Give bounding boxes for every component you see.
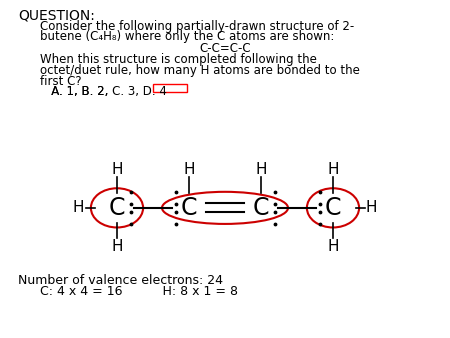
Text: H: H xyxy=(255,162,267,176)
Text: A. 1, B. 2,: A. 1, B. 2, xyxy=(40,85,112,98)
Text: Consider the following partially-drawn structure of 2-: Consider the following partially-drawn s… xyxy=(40,20,355,32)
Text: H: H xyxy=(183,162,195,176)
Text: Number of valence electrons: 24: Number of valence electrons: 24 xyxy=(18,274,223,287)
Text: C-C=C-C: C-C=C-C xyxy=(199,42,251,55)
Text: C: C xyxy=(253,196,269,220)
Text: H: H xyxy=(365,200,377,215)
Text: octet/duet rule, how many H atoms are bonded to the: octet/duet rule, how many H atoms are bo… xyxy=(40,64,360,77)
Text: H: H xyxy=(327,239,339,254)
Text: C: 4 x 4 = 16          H: 8 x 1 = 8: C: 4 x 4 = 16 H: 8 x 1 = 8 xyxy=(40,285,239,297)
Text: When this structure is completed following the: When this structure is completed followi… xyxy=(40,53,317,66)
Text: A. 1, B. 2, C. 3, D. 4: A. 1, B. 2, C. 3, D. 4 xyxy=(40,85,167,98)
Text: H: H xyxy=(327,162,339,176)
Text: C: C xyxy=(109,196,125,220)
Text: butene (C₄H₈) where only the C atoms are shown:: butene (C₄H₈) where only the C atoms are… xyxy=(40,30,335,43)
Text: QUESTION:: QUESTION: xyxy=(18,8,95,22)
Text: H: H xyxy=(111,239,123,254)
Text: C: C xyxy=(325,196,341,220)
Text: H: H xyxy=(111,162,123,176)
Text: first C?: first C? xyxy=(40,75,82,88)
Text: H: H xyxy=(73,200,85,215)
Text: C: C xyxy=(181,196,197,220)
